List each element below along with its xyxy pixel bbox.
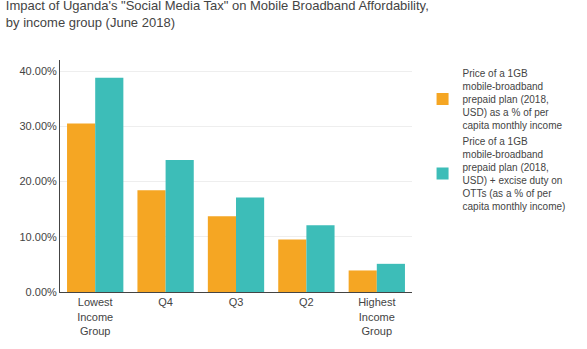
svg-text:LowestIncomeGroup: LowestIncomeGroup [77,296,113,337]
svg-text:Price of a 1GBmobile-broadband: Price of a 1GBmobile-broadbandprepaid pl… [463,136,566,212]
svg-text:40.00%: 40.00% [19,65,57,77]
svg-text:Q2: Q2 [299,296,314,308]
svg-text:30.00%: 30.00% [19,120,57,132]
svg-text:20.00%: 20.00% [19,175,57,187]
svg-text:Q4: Q4 [158,296,173,308]
svg-text:Q3: Q3 [229,296,244,308]
svg-text:Price of a 1GBmobile-broadband: Price of a 1GBmobile-broadbandprepaid pl… [463,68,563,131]
svg-text:HighestIncomeGroup: HighestIncomeGroup [358,296,395,337]
svg-text:10.00%: 10.00% [19,231,57,243]
svg-text:0.00%: 0.00% [26,286,57,298]
svg-text:Impact of Uganda's "Social Med: Impact of Uganda's "Social Media Tax" on… [6,0,429,30]
